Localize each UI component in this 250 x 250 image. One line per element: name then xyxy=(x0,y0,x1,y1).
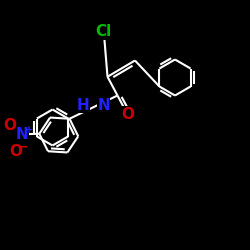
Text: N: N xyxy=(16,127,29,142)
Text: N: N xyxy=(97,98,110,114)
Text: O: O xyxy=(10,144,22,159)
Text: Cl: Cl xyxy=(96,24,112,39)
Text: +: + xyxy=(25,125,33,135)
Text: O: O xyxy=(121,107,134,122)
Text: H: H xyxy=(77,98,90,114)
Text: −: − xyxy=(18,140,28,153)
Text: O: O xyxy=(3,118,16,133)
